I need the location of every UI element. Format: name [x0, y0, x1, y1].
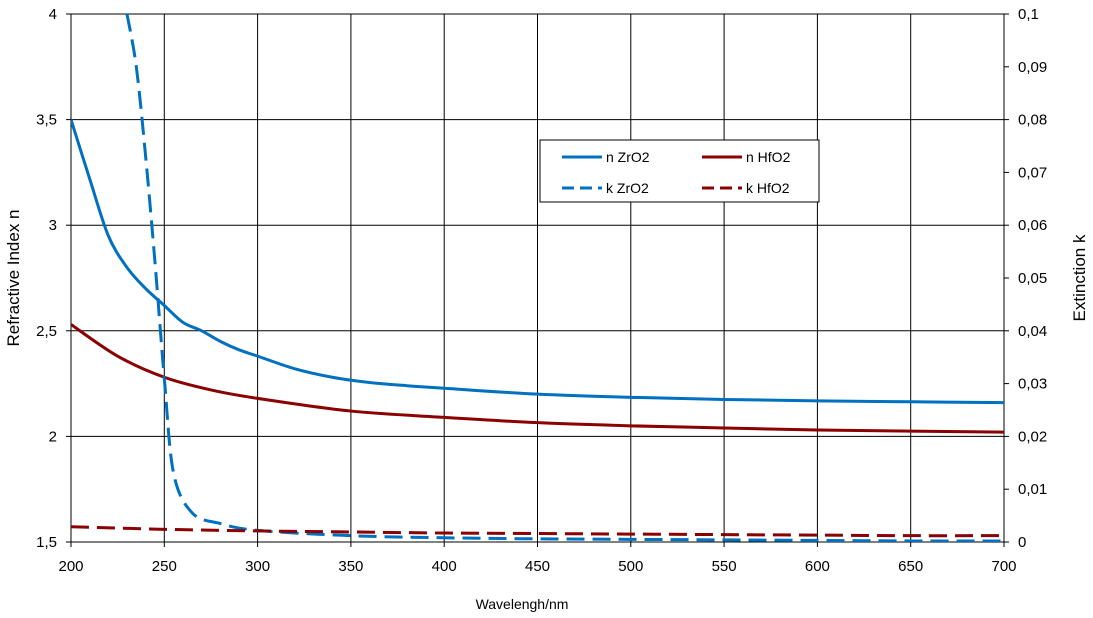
series-line-k-hfo2 — [71, 525, 1004, 538]
y-right-tick-label: 0,1 — [1018, 6, 1039, 23]
legend-label: n ZrO2 — [606, 149, 650, 165]
x-tick-labels: 200 250 300 350 400 450 500 550 600 650 700 — [58, 558, 1016, 575]
legend-label: n HfO2 — [746, 149, 791, 165]
y-left-tick-label: 3,5 — [36, 112, 57, 129]
y-right-tick-label: 0,07 — [1018, 164, 1047, 181]
x-tick-label: 350 — [338, 558, 363, 575]
x-tick-label: 250 — [152, 558, 177, 575]
series-line-n-hfo2 — [71, 323, 1004, 434]
legend-box — [539, 139, 820, 203]
x-tick-label: 700 — [991, 558, 1016, 575]
y-right-tick-labels: 0 0,01 0,02 0,03 0,04 0,05 0,06 0,07 0,08 0,09 0,1 — [1018, 6, 1047, 551]
x-tick-label: 450 — [525, 558, 550, 575]
grid — [66, 13, 1009, 547]
y-right-tick-label: 0,05 — [1018, 270, 1047, 287]
y-right-tick-label: 0,04 — [1018, 323, 1047, 340]
y-right-tick-label: 0,01 — [1018, 481, 1047, 498]
y-left-tick-label: 1,5 — [36, 534, 57, 551]
legend-label: k HfO2 — [746, 180, 790, 196]
y-left-tick-label: 2 — [49, 428, 57, 445]
y-left-tick-labels: 1,5 2 2,5 3 3,5 4 — [36, 6, 57, 551]
x-tick-label: 500 — [618, 558, 643, 575]
x-tick-label: 200 — [58, 558, 83, 575]
y-left-axis-title: Refractive Index n — [4, 209, 23, 346]
y-right-tick-label: 0,02 — [1018, 428, 1047, 445]
x-tick-label: 600 — [805, 558, 830, 575]
x-axis-title: Wavelengh/nm — [476, 596, 569, 612]
series-line-n-zro2 — [71, 119, 1004, 405]
y-right-tick-label: 0,08 — [1018, 112, 1047, 129]
y-right-tick-label: 0,06 — [1018, 217, 1047, 234]
y-right-tick-label: 0,09 — [1018, 59, 1047, 76]
series-lines — [71, 14, 1004, 542]
y-right-tick-label: 0 — [1018, 534, 1026, 551]
legend: n ZrO2 n HfO2 k ZrO2 k HfO2 — [539, 139, 820, 203]
y-left-tick-label: 4 — [49, 6, 57, 23]
series-line-k-zro2 — [125, 14, 1004, 542]
y-left-tick-label: 3 — [49, 217, 57, 234]
y-left-tick-label: 2,5 — [36, 323, 57, 340]
x-tick-label: 550 — [712, 558, 737, 575]
legend-label: k ZrO2 — [606, 180, 649, 196]
y-right-axis-title: Extinction k — [1070, 234, 1089, 321]
y-right-tick-label: 0,03 — [1018, 376, 1047, 393]
x-tick-label: 400 — [432, 558, 457, 575]
x-tick-label: 650 — [898, 558, 923, 575]
x-tick-label: 300 — [245, 558, 270, 575]
